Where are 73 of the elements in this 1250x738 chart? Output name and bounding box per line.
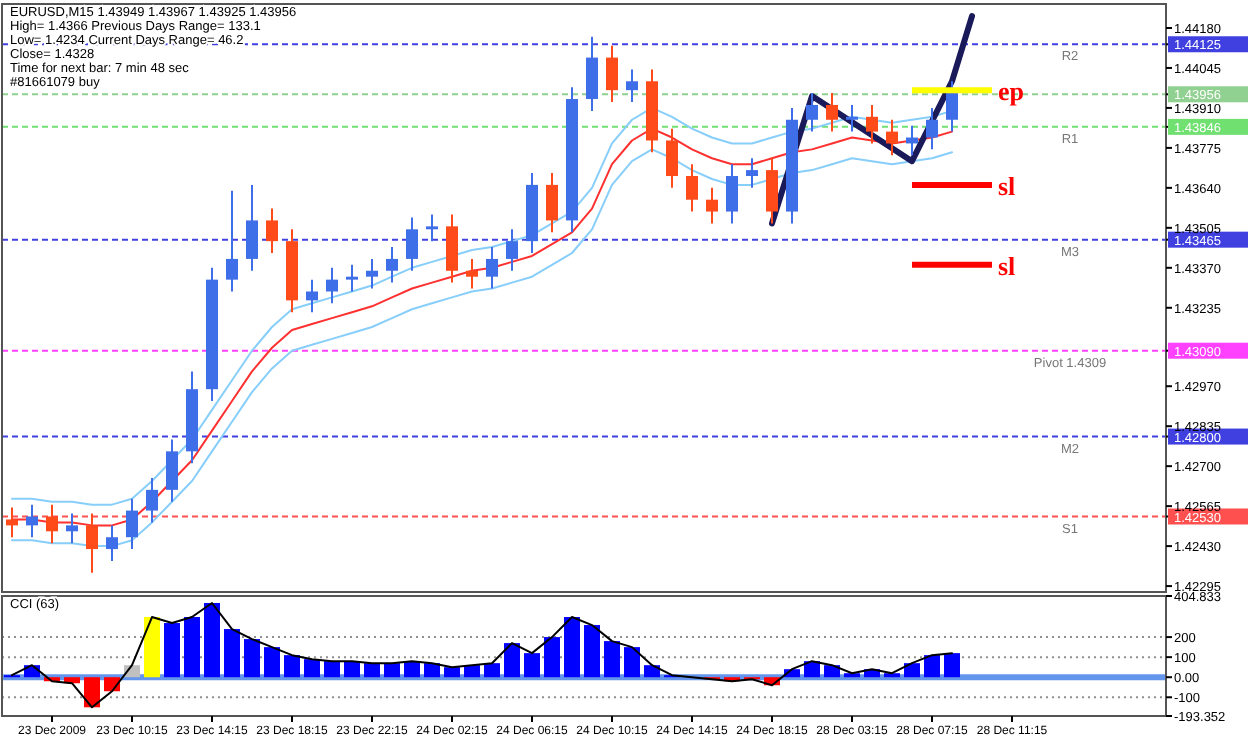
candlestick: [666, 127, 678, 189]
bar: [904, 663, 920, 678]
candlestick: [426, 213, 438, 243]
candlestick: [546, 172, 558, 234]
candlestick: [106, 524, 118, 562]
candlestick: [866, 103, 878, 145]
candlestick: [686, 163, 698, 213]
bar: [524, 653, 540, 678]
candlestick: [326, 266, 338, 305]
bar: [64, 677, 80, 684]
candlestick: [26, 503, 38, 539]
candlestick: [946, 80, 958, 133]
candlestick: [746, 157, 758, 189]
bar: [304, 659, 320, 678]
bar: [384, 663, 400, 678]
candlestick: [486, 246, 498, 290]
candlestick: [86, 512, 98, 574]
candlestick: [766, 157, 778, 225]
candlestick: [806, 92, 818, 133]
bar: [284, 655, 300, 678]
bar: [444, 667, 460, 678]
candlestick: [846, 103, 858, 133]
candlestick: [46, 503, 58, 545]
ref-line-label: ep: [998, 76, 1024, 107]
bar: [544, 637, 560, 678]
bar: [164, 623, 180, 678]
bar: [504, 643, 520, 678]
bar: [924, 655, 940, 678]
candlestick: [606, 44, 618, 103]
candlestick: [826, 92, 838, 133]
bar: [564, 617, 580, 678]
candlestick: [166, 438, 178, 503]
candlestick: [886, 118, 898, 157]
candlestick: [406, 216, 418, 272]
bar: [824, 665, 840, 678]
bar: [484, 663, 500, 678]
candlestick: [706, 186, 718, 225]
ref-line-label: sl: [998, 250, 1017, 281]
candlestick: [246, 183, 258, 272]
bar: [84, 677, 100, 708]
candlestick: [626, 68, 638, 103]
candlestick: [726, 163, 738, 225]
candlestick: [466, 257, 478, 290]
candlestick: [386, 246, 398, 284]
bar: [184, 617, 200, 678]
bar: [944, 653, 960, 678]
candlestick: [306, 278, 318, 314]
bar: [344, 661, 360, 678]
candlestick: [586, 35, 598, 112]
candlestick: [506, 228, 518, 272]
candlestick: [446, 213, 458, 284]
bar: [324, 661, 340, 678]
bar: [224, 629, 240, 678]
ref-line-label: sl: [998, 170, 1017, 201]
candlestick: [226, 189, 238, 293]
bar: [204, 602, 220, 678]
candlestick: [266, 207, 278, 254]
bar: [244, 639, 260, 678]
bar: [624, 647, 640, 678]
candlestick: [126, 497, 138, 551]
bar: [144, 617, 160, 678]
bar: [424, 663, 440, 678]
candlestick: [146, 477, 158, 524]
bar: [584, 625, 600, 678]
candlestick: [366, 257, 378, 290]
line-series: [11, 601, 953, 709]
candlestick: [926, 106, 938, 151]
candlestick: [6, 506, 18, 539]
candlestick: [66, 512, 78, 545]
bar: [604, 641, 620, 678]
candlestick: [346, 263, 358, 293]
bar: [364, 663, 380, 678]
bar: [264, 647, 280, 678]
